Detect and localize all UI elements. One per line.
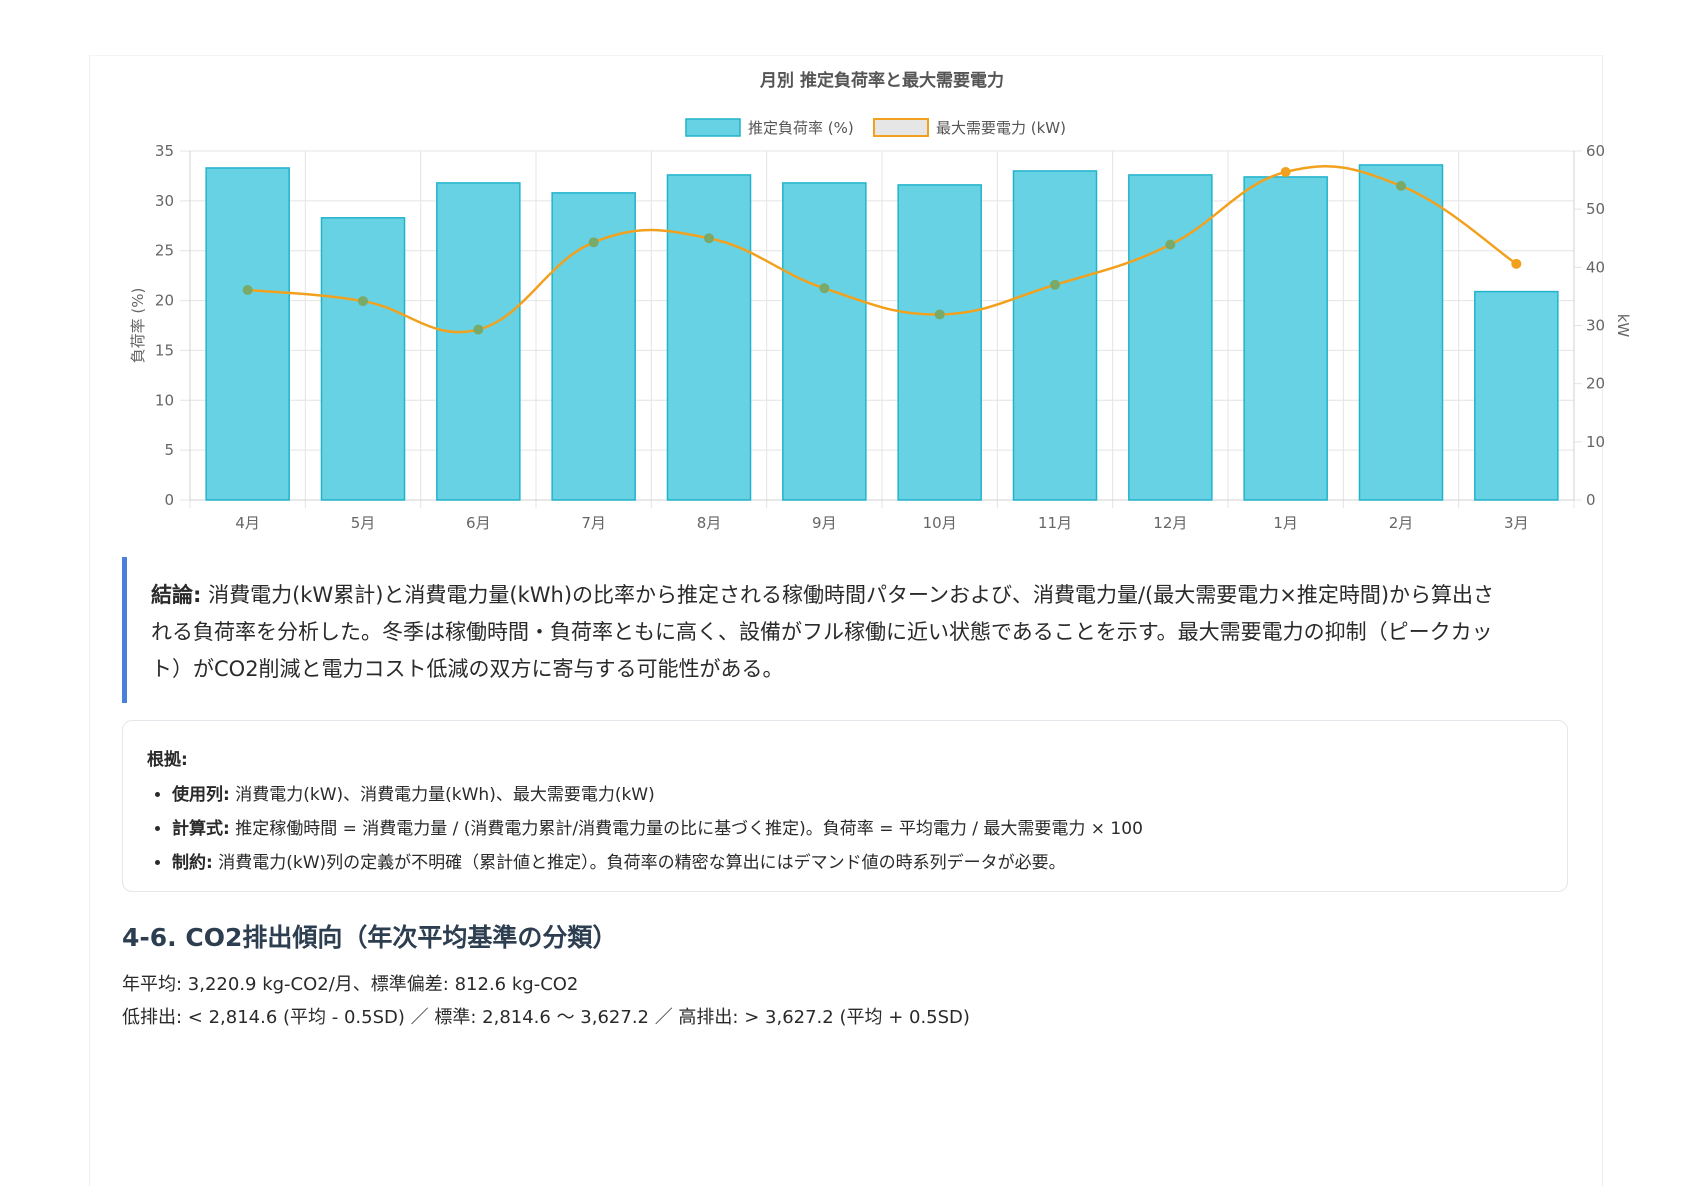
y-tick-label: 30: [155, 192, 174, 210]
x-tick-label: 10月: [923, 514, 957, 532]
bar-4月: [205, 167, 290, 501]
line-max-demand: [247, 165, 1518, 334]
chart-title: 月別 推定負荷率と最大需要電力: [759, 70, 1004, 91]
point-3月: [1511, 258, 1522, 269]
point-5月: [358, 296, 368, 307]
conclusion-label: 結論:: [151, 583, 202, 607]
bar-10月: [897, 184, 982, 501]
x-tick-label: 7月: [581, 514, 606, 532]
y2-tick-label: 20: [1586, 375, 1605, 393]
y2-axis-title: kW: [1614, 314, 1632, 338]
x-tick-label: 9月: [812, 514, 837, 532]
x-tick-label: 2月: [1389, 514, 1414, 532]
y-tick-label: 5: [164, 441, 174, 459]
evidence-item-text: 消費電力(kW)、消費電力量(kWh)、最大需要電力(kW): [229, 785, 655, 805]
y2-tick-label: 40: [1586, 258, 1605, 276]
y-tick-label: 15: [155, 341, 174, 359]
point-12月: [1165, 239, 1176, 250]
evidence-item-label: 使用列:: [172, 785, 230, 805]
y2-tick-label: 10: [1586, 433, 1605, 451]
evidence-item: 計算式: 推定稼働時間 = 消費電力量 / (消費電力累計/消費電力量の比に基づ…: [172, 812, 1543, 846]
co2-stats-line-2: 低排出: < 2,814.6 (平均 - 0.5SD) ／ 標準: 2,814.…: [122, 1007, 970, 1028]
y-tick-label: 35: [155, 142, 174, 160]
evidence-item-label: 計算式:: [172, 819, 230, 839]
conclusion-text: 消費電力(kW累計)と消費電力量(kWh)の比率から推定される稼働時間パターンお…: [151, 583, 1495, 681]
bar-2月: [1358, 164, 1444, 501]
evidence-box: 根拠: 使用列: 消費電力(kW)、消費電力量(kWh)、最大需要電力(kW) …: [122, 720, 1568, 892]
bar-12月: [1128, 174, 1213, 501]
evidence-item-label: 制約:: [172, 853, 213, 873]
point-11月: [1050, 279, 1060, 290]
point-8月: [704, 233, 714, 244]
legend-label-line: 最大需要電力 (kW): [936, 119, 1066, 137]
evidence-heading: 根拠:: [147, 750, 188, 770]
evidence-item: 使用列: 消費電力(kW)、消費電力量(kWh)、最大需要電力(kW): [172, 778, 1543, 812]
x-tick-label: 8月: [697, 514, 722, 532]
x-tick-label: 6月: [466, 514, 491, 532]
legend-swatch-line: [873, 118, 929, 137]
bar-9月: [782, 182, 867, 501]
y2-tick-label: 30: [1586, 317, 1605, 335]
point-10月: [934, 309, 945, 320]
y-axis-title: 負荷率 (%): [129, 288, 147, 364]
bar-3月: [1474, 290, 1559, 501]
x-tick-label: 5月: [351, 514, 376, 532]
bar-5月: [320, 217, 406, 501]
conclusion-callout: 結論: 消費電力(kW累計)と消費電力量(kWh)の比率から推定される稼働時間パ…: [122, 557, 1542, 703]
x-tick-label: 1月: [1273, 514, 1298, 532]
evidence-item-text: 消費電力(kW)列の定義が不明確（累計値と推定）。負荷率の精密な算出にはデマンド…: [212, 853, 1066, 873]
evidence-item-text: 推定稼働時間 = 消費電力量 / (消費電力累計/消費電力量の比に基づく推定)。…: [229, 819, 1143, 839]
point-9月: [819, 283, 830, 294]
point-1月: [1280, 166, 1291, 177]
bar-1月: [1243, 176, 1328, 501]
y-tick-label: 0: [164, 491, 174, 509]
y2-tick-label: 0: [1586, 491, 1596, 509]
x-tick-label: 11月: [1038, 514, 1072, 532]
legend-label-bar: 推定負荷率 (%): [748, 119, 854, 137]
co2-stats-line-1: 年平均: 3,220.9 kg-CO2/月、標準偏差: 812.6 kg-CO2: [122, 974, 579, 995]
evidence-list: 使用列: 消費電力(kW)、消費電力量(kWh)、最大需要電力(kW) 計算式:…: [147, 778, 1543, 880]
bar-11月: [1012, 170, 1098, 501]
y-tick-label: 20: [155, 292, 174, 310]
point-6月: [473, 324, 484, 335]
section-title: 4-6. CO2排出傾向（年次平均基準の分類）: [122, 923, 618, 952]
y-tick-label: 10: [155, 391, 174, 409]
bar-6月: [436, 182, 521, 501]
legend-swatch-bar: [685, 118, 741, 137]
y2-tick-label: 60: [1586, 142, 1605, 160]
x-tick-label: 4月: [235, 514, 260, 532]
point-2月: [1396, 180, 1406, 191]
point-4月: [242, 285, 253, 296]
point-7月: [588, 237, 599, 248]
y2-tick-label: 50: [1586, 200, 1605, 218]
evidence-item: 制約: 消費電力(kW)列の定義が不明確（累計値と推定）。負荷率の精密な算出には…: [172, 846, 1543, 880]
x-tick-label: 12月: [1153, 514, 1187, 532]
co2-stats: 年平均: 3,220.9 kg-CO2/月、標準偏差: 812.6 kg-CO2…: [122, 968, 970, 1034]
x-tick-label: 3月: [1504, 514, 1529, 532]
y-tick-label: 25: [155, 242, 174, 260]
bar-8月: [666, 174, 752, 501]
